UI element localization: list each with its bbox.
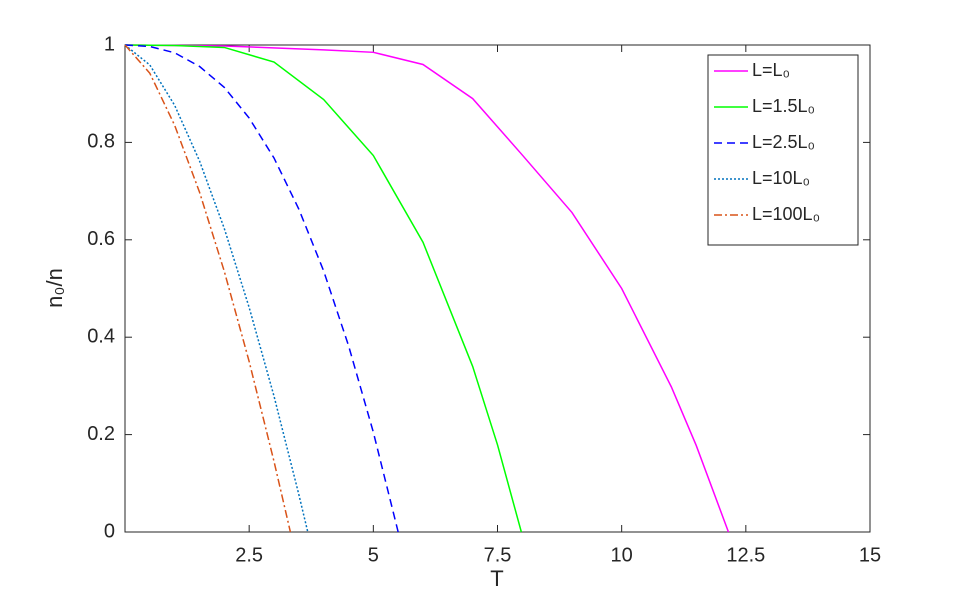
y-tick-label: 0.8 [87, 131, 115, 153]
y-tick-label: 1 [104, 33, 115, 55]
legend-label: L=1.5L₀ [752, 96, 815, 116]
series-line [124, 44, 292, 533]
series-line [124, 44, 730, 533]
series-line [124, 44, 399, 533]
x-tick-label: 10 [611, 544, 633, 566]
x-axis-label: T [490, 566, 503, 591]
x-tick-label: 2.5 [235, 544, 263, 566]
legend-label: L=L₀ [752, 60, 790, 80]
y-axis-label: n₀/n [42, 268, 67, 308]
y-tick-label: 0.4 [87, 325, 115, 347]
series-line [124, 44, 309, 533]
y-tick-label: 0 [104, 520, 115, 542]
legend-label: L=100L₀ [752, 204, 820, 224]
y-tick-label: 0.2 [87, 423, 115, 445]
legend-box [707, 54, 859, 246]
legend-label: L=2.5L₀ [752, 132, 815, 152]
x-tick-label: 5 [368, 544, 379, 566]
x-tick-label: 7.5 [484, 544, 512, 566]
series-line [124, 44, 523, 533]
y-tick-label: 0.6 [87, 228, 115, 250]
x-tick-label: 15 [859, 544, 881, 566]
x-tick-label: 12.5 [726, 544, 765, 566]
legend-label: L=10L₀ [752, 168, 810, 188]
legend: L=L₀ L=1.5L₀ L=2.5L₀ L=10L₀ L=100L₀ [707, 54, 859, 246]
